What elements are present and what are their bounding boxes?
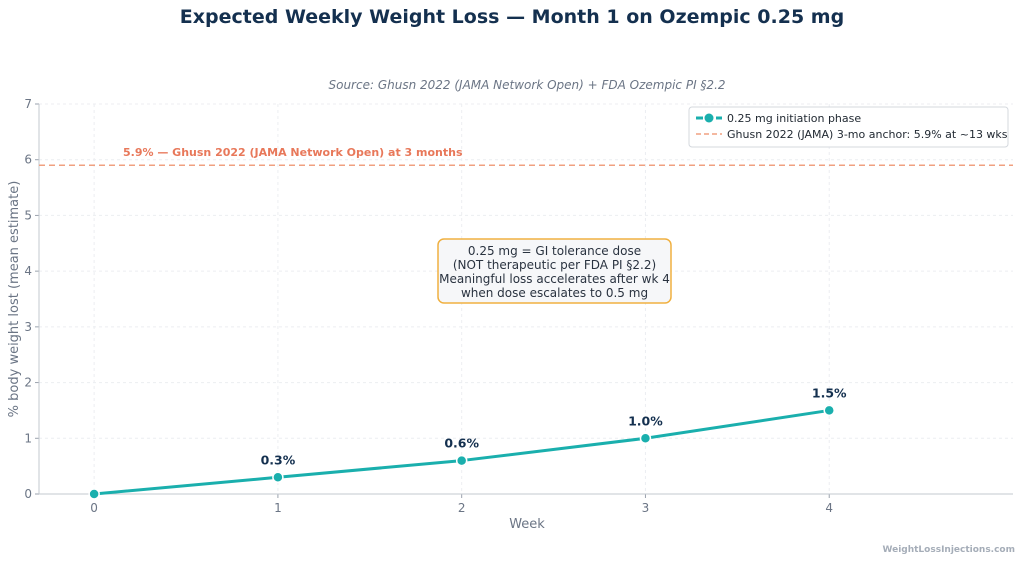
- x-axis-label: Week: [509, 517, 545, 532]
- series-layer: 0.3% 0.6% 1.0% 1.5%: [88, 385, 847, 500]
- x-tick-label: 1: [274, 501, 282, 515]
- grid-lines: [39, 103, 1013, 494]
- data-point: [88, 488, 100, 500]
- annotation-line-1: 0.25 mg = GI tolerance dose: [468, 244, 641, 258]
- legend-series-label: 0.25 mg initiation phase: [727, 112, 861, 125]
- y-tick-label: 7: [24, 97, 32, 111]
- legend-reference-label: Ghusn 2022 (JAMA) 3-mo anchor: 5.9% at ~…: [727, 128, 1008, 141]
- y-tick-label: 2: [24, 376, 32, 390]
- annotation-box: 0.25 mg = GI tolerance dose (NOT therape…: [437, 238, 672, 304]
- chart-title: Expected Weekly Weight Loss — Month 1 on…: [180, 6, 844, 28]
- data-label: 1.0%: [628, 413, 663, 428]
- y-axis-label: % body weight lost (mean estimate): [7, 181, 22, 418]
- reference-line-label: 5.9% — Ghusn 2022 (JAMA Network Open) at…: [123, 146, 463, 159]
- data-point: [639, 432, 652, 445]
- data-label: 1.5%: [812, 385, 847, 400]
- y-tick-label: 6: [24, 153, 32, 167]
- y-tick-label: 3: [24, 320, 32, 334]
- y-tick-label: 5: [24, 208, 32, 222]
- chart-subtitle: Source: Ghusn 2022 (JAMA Network Open) +…: [328, 78, 725, 92]
- annotation-line-4: when dose escalates to 0.5 mg: [461, 286, 648, 300]
- y-tick-label: 0: [24, 487, 32, 501]
- data-point: [272, 471, 284, 484]
- annotation-line-3: Meaningful loss accelerates after wk 4: [439, 272, 670, 286]
- annotation-line-2: (NOT therapeutic per FDA PI §2.2): [453, 258, 656, 272]
- legend-series-marker-icon: [704, 113, 714, 123]
- y-tick-label: 4: [24, 264, 32, 278]
- x-tick-label: 4: [825, 501, 833, 515]
- data-point: [455, 454, 468, 467]
- x-tick-label: 0: [90, 501, 98, 515]
- axes: 0 1 2 3 4 5 6 7 0 1 2 3 4: [24, 97, 1013, 515]
- legend: 0.25 mg initiation phase Ghusn 2022 (JAM…: [688, 106, 1009, 148]
- y-tick-label: 1: [24, 431, 32, 445]
- data-label: 0.6%: [444, 436, 479, 451]
- annotation-frame: [437, 238, 672, 304]
- x-tick-label: 3: [642, 501, 650, 515]
- watermark: WeightLossInjections.com: [882, 545, 1015, 555]
- x-tick-label: 2: [458, 501, 466, 515]
- legend-frame: [688, 106, 1009, 148]
- data-label: 0.3%: [261, 452, 296, 467]
- data-point: [823, 404, 835, 417]
